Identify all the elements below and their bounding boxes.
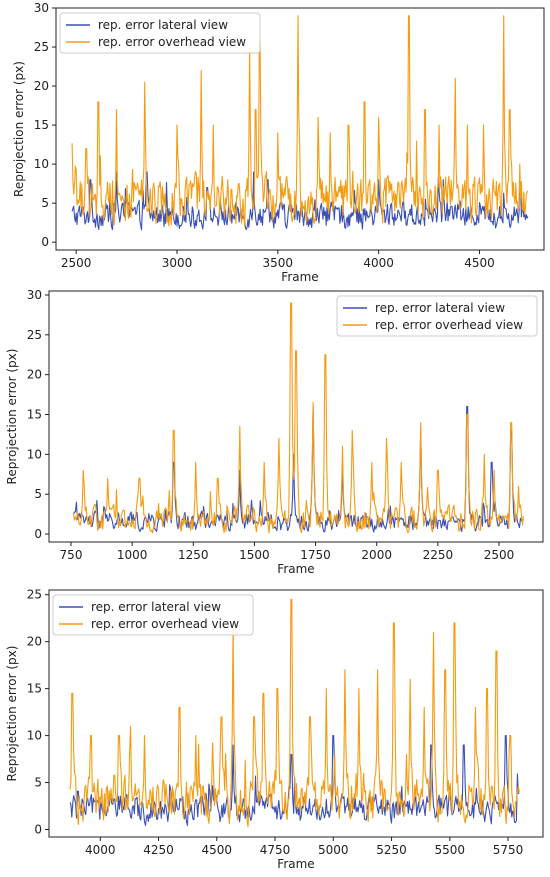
x-tick-label: 750 bbox=[60, 548, 83, 562]
x-tick-label: 2500 bbox=[484, 548, 515, 562]
x-axis-label: Frame bbox=[277, 857, 314, 871]
series-line-lateral bbox=[71, 171, 529, 231]
chart-1: 2500 3000 3500 4000 4500 0 5 10 15 20 25 30 Frame Rep… bbox=[12, 1, 545, 284]
series-line-overhead bbox=[71, 15, 529, 227]
x-tick-label: 4750 bbox=[260, 843, 291, 857]
y-axis-label: Reprojection error (px) bbox=[5, 646, 19, 782]
y-tick-label: 0 bbox=[34, 527, 42, 541]
chart-2: 750 1000 1250 1500 1750 2000 2250 2500 0 5 10 15 20 2… bbox=[5, 288, 544, 576]
y-tick-label: 10 bbox=[34, 157, 49, 171]
x-tick-label: 5500 bbox=[435, 843, 466, 857]
legend-box bbox=[52, 594, 254, 636]
x-axis-label: Frame bbox=[277, 562, 314, 576]
legend-label: rep. error overhead view bbox=[91, 617, 239, 631]
y-tick-label: 0 bbox=[41, 235, 49, 249]
x-tick-label: 5250 bbox=[376, 843, 407, 857]
y-tick-label: 5 bbox=[34, 487, 42, 501]
legend: rep. error lateral view rep. error overhe… bbox=[52, 594, 254, 636]
plot-frame bbox=[48, 589, 544, 838]
y-tick-label: 15 bbox=[34, 118, 49, 132]
legend-label: rep. error overhead view bbox=[375, 318, 523, 332]
y-tick-label: 30 bbox=[27, 288, 42, 302]
x-tick-label: 1750 bbox=[300, 548, 331, 562]
chart-3: 4000 4250 4500 4750 5000 5250 5500 5750 0 5 10 15 20… bbox=[5, 588, 544, 871]
y-tick-label: 15 bbox=[27, 682, 42, 696]
x-tick-label: 1500 bbox=[239, 548, 270, 562]
y-tick-label: 10 bbox=[27, 447, 42, 461]
plot-frame bbox=[48, 290, 544, 543]
x-tick-label: 1250 bbox=[178, 548, 209, 562]
y-tick-label: 30 bbox=[34, 1, 49, 15]
x-axis-label: Frame bbox=[281, 270, 318, 284]
x-tick-label: 2500 bbox=[61, 256, 92, 270]
legend-label: rep. error lateral view bbox=[91, 600, 221, 614]
x-tick-label: 5000 bbox=[318, 843, 349, 857]
x-tick-label: 4000 bbox=[85, 843, 116, 857]
x-tick-label: 4500 bbox=[202, 843, 233, 857]
x-tick-label: 2000 bbox=[361, 548, 392, 562]
y-tick-label: 25 bbox=[27, 588, 42, 602]
y-tick-label: 20 bbox=[34, 79, 49, 93]
y-axis-label: Reprojection error (px) bbox=[5, 349, 19, 485]
legend: rep. error lateral view rep. error overhe… bbox=[59, 12, 261, 54]
y-tick-label: 5 bbox=[34, 776, 42, 790]
legend: rep. error lateral view rep. error overhe… bbox=[336, 295, 538, 337]
series-line-overhead bbox=[69, 598, 520, 828]
y-tick-label: 20 bbox=[27, 635, 42, 649]
x-tick-label: 2250 bbox=[423, 548, 454, 562]
legend-box bbox=[59, 12, 261, 54]
x-tick-label: 3000 bbox=[162, 256, 193, 270]
y-tick-label: 0 bbox=[34, 822, 42, 836]
x-tick-label: 4250 bbox=[143, 843, 174, 857]
y-tick-label: 20 bbox=[27, 368, 42, 382]
y-tick-label: 15 bbox=[27, 408, 42, 422]
y-tick-label: 25 bbox=[27, 328, 42, 342]
x-tick-label: 3500 bbox=[263, 256, 294, 270]
plot-frame bbox=[55, 7, 545, 251]
y-tick-label: 10 bbox=[27, 729, 42, 743]
legend-label: rep. error lateral view bbox=[375, 301, 505, 315]
y-tick-label: 5 bbox=[41, 196, 49, 210]
legend-label: rep. error overhead view bbox=[98, 35, 246, 49]
legend-label: rep. error lateral view bbox=[98, 18, 228, 32]
x-tick-label: 4000 bbox=[363, 256, 394, 270]
y-tick-label: 25 bbox=[34, 40, 49, 54]
y-axis-label: Reprojection error (px) bbox=[12, 61, 26, 197]
x-tick-label: 1000 bbox=[117, 548, 148, 562]
series-line-lateral bbox=[72, 405, 524, 533]
series-line-overhead bbox=[72, 302, 524, 534]
x-tick-label: 4500 bbox=[464, 256, 495, 270]
x-tick-label: 5750 bbox=[493, 843, 524, 857]
legend-box bbox=[336, 295, 538, 337]
